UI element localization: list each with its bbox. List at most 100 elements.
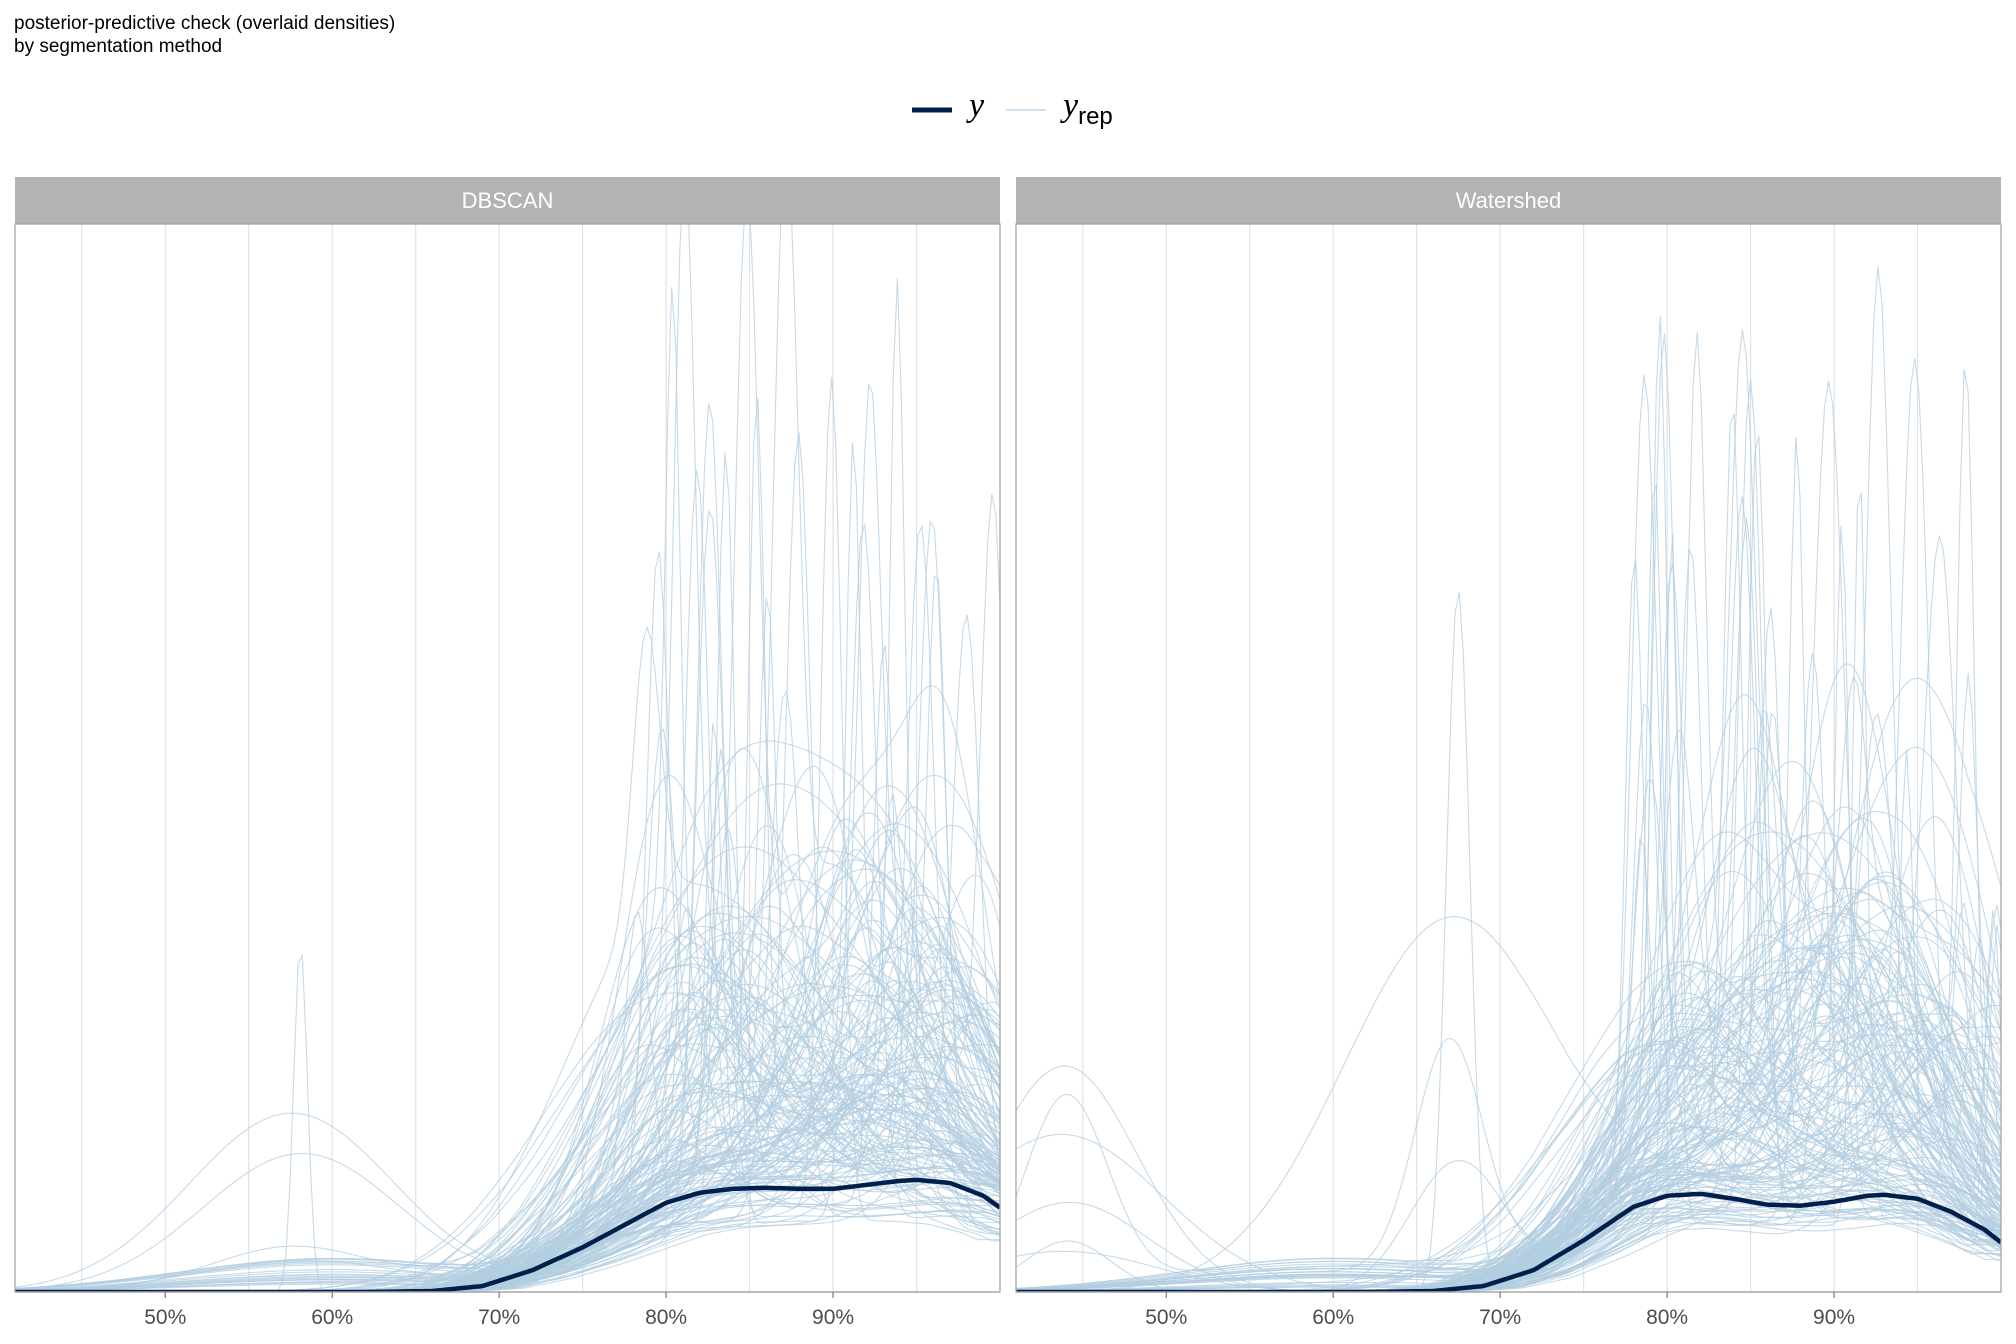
yrep-line [1016,875,2001,1292]
yrep-line [1016,837,2001,1292]
yrep-line [1016,971,2001,1292]
yrep-line [15,899,1000,1292]
legend-label-y-symbol: y [966,87,985,124]
yrep-line [15,984,1000,1292]
yrep-line [15,1092,1000,1292]
yrep-line [1016,1047,2001,1289]
yrep-line [1016,975,2001,1292]
legend-label-y: y [966,87,985,124]
yrep-line [1016,331,2001,1292]
yrep-line [15,989,1000,1292]
yrep-line [15,848,1000,1292]
x-tick-label: 70% [478,1306,520,1329]
yrep-line [15,519,1000,1292]
chart-subtitle: by segmentation method [14,36,223,57]
x-tick-label: 80% [645,1306,687,1329]
chart-title-block: posterior-predictive check (overlaid den… [14,12,395,58]
yrep-line [1016,329,2001,1292]
yrep-line [1016,1043,2001,1292]
yrep-line [15,925,1000,1292]
x-tick-label: 90% [812,1306,854,1329]
yrep-lines [1016,266,2001,1292]
legend-label-yrep-symbol: y [1060,87,1079,124]
yrep-line [15,828,1000,1290]
legend-label-yrep: yrep [1060,87,1113,130]
yrep-line [15,1081,1000,1292]
yrep-line [15,783,1000,1292]
yrep-line [1016,1046,2001,1290]
facet-strip-label: Watershed [1456,188,1562,213]
yrep-line [15,925,1000,1292]
y-observed-line [15,1177,1000,1292]
yrep-line [15,1078,1000,1292]
yrep-line [1016,992,2001,1292]
yrep-line [1016,1122,2001,1292]
yrep-line [15,1008,1000,1292]
yrep-line [1016,983,2001,1292]
yrep-line [15,723,1000,1291]
yrep-line [15,927,1000,1292]
x-tick-label: 90% [1813,1306,1855,1329]
chart-title: posterior-predictive check (overlaid den… [14,13,396,34]
yrep-line [1016,1156,2001,1292]
yrep-line [1016,1093,2001,1292]
yrep-line [15,287,1000,1292]
yrep-line [1016,1060,2001,1292]
facet-strip [15,177,1000,224]
yrep-line [15,1119,1000,1292]
yrep-line [15,983,1000,1292]
yrep-line [1016,978,2001,1292]
yrep-line [1016,1003,2001,1292]
yrep-line [15,625,1000,1292]
yrep-line [15,383,1000,1292]
x-tick-label: 80% [1646,1306,1688,1329]
yrep-line [15,996,1000,1292]
yrep-line [1016,562,2001,1292]
x-tick-label: 60% [311,1306,353,1329]
yrep-line [15,1042,1000,1292]
yrep-line [15,1001,1000,1289]
yrep-line [15,916,1000,1292]
x-tick-label: 60% [1312,1306,1354,1329]
yrep-line [1016,1093,2001,1292]
yrep-line [1016,962,2001,1292]
panel-border [14,223,1001,1293]
facet-panel-watershed: Watershed 50% 60% 70% 80% 90% [1015,177,2002,1329]
x-tick-label: 70% [1479,1306,1521,1329]
yrep-line [1016,815,2001,1292]
yrep-line [15,824,1000,1292]
yrep-line [15,940,1000,1292]
yrep-line [1016,492,2001,1292]
yrep-line [15,1023,1000,1292]
yrep-line [1016,266,2001,1291]
yrep-line [1016,1030,2001,1292]
yrep-line [15,965,1000,1292]
facet-panels: DBSCAN 50% 60% 70% 80% 90% Watershed 50% 60% 70% 8… [14,177,2002,1329]
yrep-line [15,1017,1000,1292]
x-tick-label: 50% [144,1306,186,1329]
yrep-line [15,224,1000,1292]
legend: y yrep [912,87,1113,130]
yrep-line [1016,1126,2001,1292]
yrep-line [15,824,1000,1292]
y-observed-line [1016,1191,2001,1292]
yrep-lines [15,224,1000,1292]
yrep-line [1016,959,2001,1291]
yrep-line [1016,315,2001,1292]
yrep-line [1016,905,2001,1292]
yrep-line [15,1017,1000,1292]
yrep-line [1016,1012,2001,1292]
x-tick-label: 50% [1145,1306,1187,1329]
yrep-line [1016,898,2001,1292]
yrep-line [15,850,1000,1292]
yrep-line [15,689,1000,1292]
yrep-line [1016,810,2001,1292]
yrep-line [1016,525,2001,1292]
yrep-line [1016,1040,2001,1292]
legend-label-yrep-sub: rep [1078,103,1113,130]
yrep-line [1016,887,2001,1292]
yrep-line [15,829,1000,1292]
yrep-line [1016,1027,2001,1292]
yrep-line [15,1159,1000,1292]
